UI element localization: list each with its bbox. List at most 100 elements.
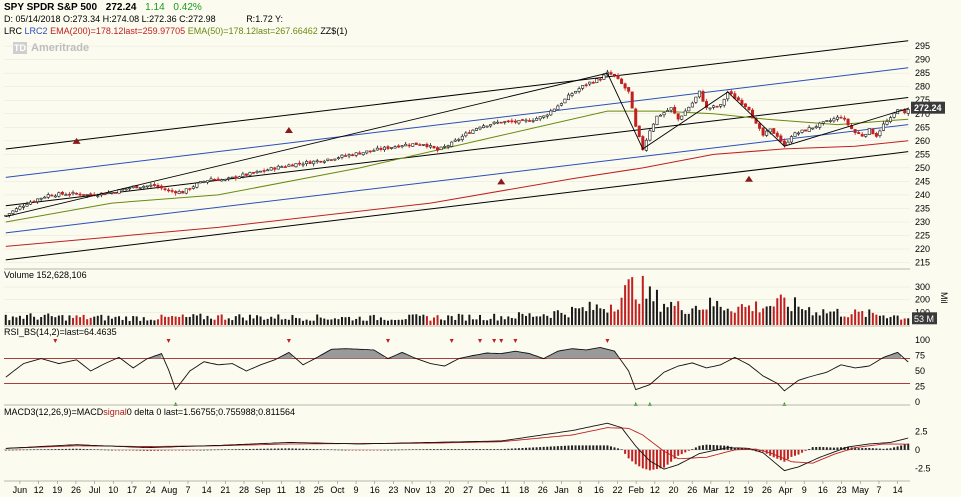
x-tick-label: Jan	[554, 485, 569, 495]
macd-histogram-bar	[503, 448, 506, 450]
macd-histogram-bar	[358, 449, 361, 451]
price-tick-label: 215	[915, 258, 930, 268]
candle-body	[428, 145, 432, 148]
candle-body	[273, 167, 277, 170]
macd-histogram-bar	[362, 449, 365, 451]
macd-histogram-bar	[648, 449, 651, 471]
volume-bar	[655, 289, 658, 325]
price-tick-label: 245	[915, 176, 930, 186]
candle-body	[220, 179, 224, 182]
macd-label[interactable]: MACD3(12,26,9)=MACDsignal0 delta 0 last=…	[4, 407, 295, 417]
rsi-label[interactable]: RSI_BS(14,2)=last=64.4635	[4, 327, 117, 337]
study-lrc[interactable]: LRC	[4, 26, 23, 36]
candle-body	[563, 98, 567, 104]
macd-histogram-bar	[309, 448, 312, 450]
volume-bar	[454, 319, 457, 325]
candle-body	[708, 107, 712, 110]
candle-body	[11, 210, 15, 214]
candle-body	[577, 88, 581, 92]
volume-bar	[893, 315, 896, 325]
macd-histogram-bar	[574, 445, 577, 450]
candle-body	[637, 125, 641, 137]
macd-histogram-bar	[663, 449, 666, 468]
ema200-line	[5, 140, 909, 247]
macd-histogram-bar	[40, 449, 43, 450]
volume-bar	[79, 317, 82, 325]
volume-bar	[383, 319, 386, 325]
volume-bar	[510, 318, 513, 325]
volume-label[interactable]: Volume 152,628,106	[4, 270, 87, 280]
x-tick-label: 19	[743, 485, 753, 495]
volume-bar	[567, 317, 570, 325]
volume-bar	[493, 313, 496, 325]
volume-bar	[294, 317, 297, 325]
macd-histogram-bar	[829, 447, 832, 450]
volume-bar	[139, 320, 142, 325]
volume-bar	[224, 319, 227, 325]
logo-text: Ameritrade	[31, 42, 90, 54]
study-lrc2[interactable]: LRC2	[24, 26, 48, 36]
macd-histogram-bar	[563, 445, 566, 450]
volume-bar	[592, 309, 595, 325]
x-tick-label: 18	[295, 485, 305, 495]
volume-bar	[132, 316, 135, 325]
symbol-name[interactable]: SPY SPDR S&P 500	[4, 2, 98, 13]
x-tick-label: Jun	[13, 485, 28, 495]
candle-body	[552, 108, 556, 112]
study-ema50[interactable]: EMA(50)=178.12last=267.66462	[187, 26, 318, 36]
candle-body	[390, 147, 394, 149]
candle-body	[705, 101, 709, 108]
volume-unit-label: Mil	[939, 292, 949, 304]
x-tick-label: 26	[687, 485, 697, 495]
macd-histogram-bar	[408, 449, 411, 451]
candle-body	[616, 75, 620, 79]
candle-body	[651, 123, 655, 132]
x-tick-label: 10	[108, 485, 118, 495]
volume-bar	[440, 319, 443, 325]
volume-bar	[114, 316, 117, 325]
candle-body	[60, 191, 64, 195]
volume-bar	[609, 304, 612, 325]
macd-histogram-bar	[107, 449, 110, 451]
candle-body	[598, 78, 602, 81]
pivot-marker-icon	[284, 127, 293, 133]
volume-bar	[790, 311, 793, 325]
candle-body	[393, 146, 397, 149]
rsi-tick-label: 0	[915, 397, 920, 407]
volume-bar	[857, 311, 860, 325]
x-tick-label: Aug	[161, 485, 177, 495]
macd-histogram-bar	[893, 447, 896, 450]
macd-histogram-bar	[659, 449, 662, 469]
macd-histogram-bar	[57, 449, 60, 450]
volume-bar	[340, 316, 343, 325]
candle-body	[542, 115, 546, 118]
candle-body	[489, 124, 493, 127]
volume-bar	[86, 319, 89, 325]
macd-histogram-bar	[592, 445, 595, 450]
candle-body	[436, 147, 440, 151]
volume-bar	[96, 315, 99, 325]
volume-bar	[103, 320, 106, 325]
macd-histogram-bar	[217, 449, 220, 451]
volume-bar	[234, 316, 237, 325]
study-zigzag[interactable]: ZZ$(1)	[320, 26, 348, 36]
macd-histogram-bar	[188, 449, 191, 451]
volume-bar	[804, 310, 807, 325]
macd-histogram-bar	[825, 447, 828, 450]
volume-bar	[160, 314, 163, 325]
candle-body	[729, 91, 733, 94]
macd-histogram-bar	[808, 448, 811, 450]
volume-bar	[305, 319, 308, 325]
study-ema200[interactable]: EMA(200)=178.12last=259.97705	[50, 26, 186, 36]
macd-label-right: 0 delta 0 last=1.56755;0.755988;0.811564	[126, 407, 296, 417]
x-tick-label: 23	[388, 485, 398, 495]
macd-histogram-bar	[885, 448, 888, 450]
macd-histogram-bar	[666, 449, 669, 465]
volume-bar	[390, 319, 393, 325]
macd-tick-label: -2.5	[915, 463, 931, 473]
x-tick-label: 16	[370, 485, 380, 495]
macd-histogram-bar	[79, 448, 82, 450]
volume-bar	[525, 315, 528, 325]
volume-bar	[641, 275, 644, 325]
